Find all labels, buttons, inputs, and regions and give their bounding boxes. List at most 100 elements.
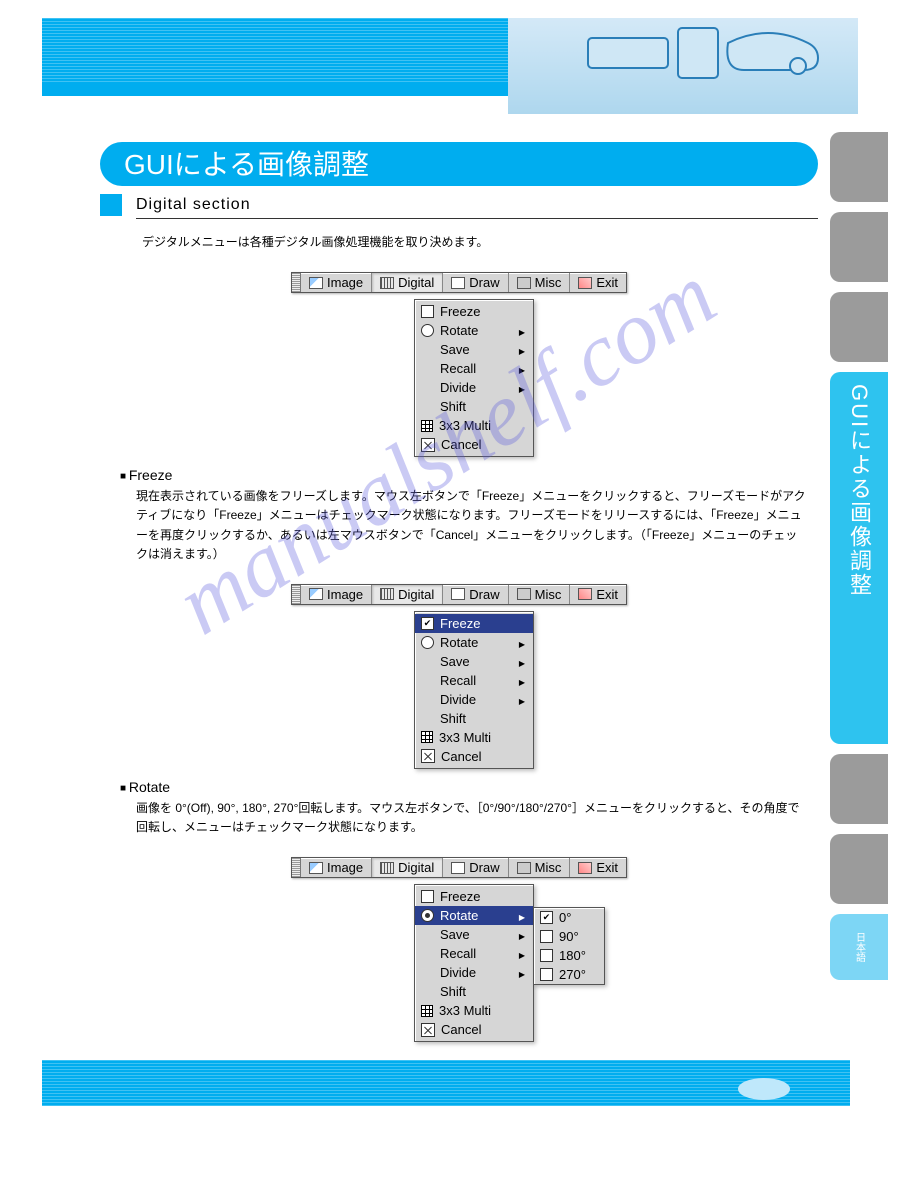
image-icon bbox=[309, 588, 323, 600]
menu-3x3multi[interactable]: 3x3 Multi bbox=[415, 416, 533, 435]
menu-misc[interactable]: Misc bbox=[509, 273, 571, 292]
rotate-180[interactable]: 180° bbox=[534, 946, 604, 965]
rotate-0[interactable]: 0° bbox=[534, 908, 604, 927]
menu-cancel[interactable]: Cancel bbox=[415, 747, 533, 766]
digital-dropdown: Freeze Rotate Save Recall Divide Shift 3… bbox=[414, 611, 534, 769]
menu-recall[interactable]: Recall bbox=[415, 359, 533, 378]
menu-exit[interactable]: Exit bbox=[570, 585, 626, 604]
menu-shift[interactable]: Shift bbox=[415, 397, 533, 416]
page-title-banner: GUIによる画像調整 bbox=[100, 142, 818, 186]
menu-draw[interactable]: Draw bbox=[443, 858, 508, 877]
submenu-arrow-icon bbox=[519, 927, 525, 942]
menu-save[interactable]: Save bbox=[415, 652, 533, 671]
menu-exit[interactable]: Exit bbox=[570, 273, 626, 292]
menu-grip[interactable] bbox=[292, 585, 301, 604]
page-title: GUIによる画像調整 bbox=[124, 143, 369, 183]
radio-filled-icon bbox=[421, 909, 434, 922]
submenu-arrow-icon bbox=[519, 361, 525, 376]
cancel-icon bbox=[421, 1023, 435, 1037]
checkbox-icon bbox=[421, 305, 434, 318]
side-tab-gray[interactable] bbox=[830, 834, 888, 904]
menu-rotate[interactable]: Rotate bbox=[415, 321, 533, 340]
grid-icon bbox=[421, 731, 433, 743]
menu-recall[interactable]: Recall bbox=[415, 944, 533, 963]
footer-stripe bbox=[42, 1060, 850, 1106]
menu-image[interactable]: Image bbox=[301, 273, 372, 292]
submenu-arrow-icon bbox=[519, 908, 525, 923]
checkbox-icon bbox=[421, 890, 434, 903]
rotate-text: 画像を 0°(Off), 90°, 180°, 270°回転します。マウス左ボタ… bbox=[136, 799, 808, 837]
menu-grip[interactable] bbox=[292, 858, 301, 877]
menu-misc[interactable]: Misc bbox=[509, 585, 571, 604]
menu-rotate[interactable]: Rotate bbox=[415, 906, 533, 925]
section-marker bbox=[100, 194, 122, 216]
side-tab-gray[interactable] bbox=[830, 292, 888, 362]
image-icon bbox=[309, 862, 323, 874]
menu-bar: Image Digital Draw Misc Exit bbox=[291, 857, 627, 878]
rotate-90[interactable]: 90° bbox=[534, 927, 604, 946]
side-tab-gray[interactable] bbox=[830, 132, 888, 202]
submenu-arrow-icon bbox=[519, 692, 525, 707]
menu-save[interactable]: Save bbox=[415, 340, 533, 359]
image-icon bbox=[309, 277, 323, 289]
menu-save[interactable]: Save bbox=[415, 925, 533, 944]
exit-icon bbox=[578, 862, 592, 874]
digital-icon bbox=[380, 862, 394, 874]
menu-rotate[interactable]: Rotate bbox=[415, 633, 533, 652]
side-tab-language[interactable]: 日本語 bbox=[830, 914, 888, 980]
draw-icon bbox=[451, 588, 465, 600]
menu-draw[interactable]: Draw bbox=[443, 273, 508, 292]
menu-3x3multi[interactable]: 3x3 Multi bbox=[415, 728, 533, 747]
menu-3x3multi[interactable]: 3x3 Multi bbox=[415, 1001, 533, 1020]
rotate-submenu: 0° 90° 180° 270° bbox=[533, 907, 605, 985]
rotate-heading: Rotate bbox=[120, 779, 918, 795]
section-heading: Digital section bbox=[136, 196, 251, 214]
radio-icon bbox=[421, 636, 434, 649]
intro-paragraph: デジタルメニューは各種デジタル画像処理機能を取り決めます。 bbox=[142, 233, 808, 252]
menu-cancel[interactable]: Cancel bbox=[415, 435, 533, 454]
checkbox-icon bbox=[540, 930, 553, 943]
submenu-arrow-icon bbox=[519, 673, 525, 688]
side-tab-current[interactable]: GUIによる画像調整 bbox=[830, 372, 888, 744]
menu-recall[interactable]: Recall bbox=[415, 671, 533, 690]
submenu-arrow-icon bbox=[519, 635, 525, 650]
menu-shift[interactable]: Shift bbox=[415, 709, 533, 728]
menu-draw[interactable]: Draw bbox=[443, 585, 508, 604]
side-tab-gray[interactable] bbox=[830, 754, 888, 824]
menu-digital[interactable]: Digital bbox=[372, 585, 443, 604]
menu-digital[interactable]: Digital bbox=[372, 858, 443, 877]
exit-icon bbox=[578, 277, 592, 289]
footer-oval bbox=[738, 1078, 790, 1100]
freeze-text: 現在表示されている画像をフリーズします。マウス左ボタンで「Freeze」メニュー… bbox=[136, 487, 808, 564]
menu-misc[interactable]: Misc bbox=[509, 858, 571, 877]
checkbox-checked-icon bbox=[421, 617, 434, 630]
menu-bar: Image Digital Draw Misc Exit bbox=[291, 584, 627, 605]
digital-icon bbox=[380, 588, 394, 600]
menu-shift[interactable]: Shift bbox=[415, 982, 533, 1001]
digital-icon bbox=[380, 277, 394, 289]
menu-digital[interactable]: Digital bbox=[372, 273, 443, 292]
menu-cancel[interactable]: Cancel bbox=[415, 1020, 533, 1039]
rotate-270[interactable]: 270° bbox=[534, 965, 604, 984]
menu-freeze[interactable]: Freeze bbox=[415, 614, 533, 633]
menu-divide[interactable]: Divide bbox=[415, 690, 533, 709]
misc-icon bbox=[517, 862, 531, 874]
menu-freeze[interactable]: Freeze bbox=[415, 302, 533, 321]
menu-image[interactable]: Image bbox=[301, 585, 372, 604]
radio-icon bbox=[421, 324, 434, 337]
misc-icon bbox=[517, 277, 531, 289]
cancel-icon bbox=[421, 749, 435, 763]
grid-icon bbox=[421, 1005, 433, 1017]
section-rule bbox=[136, 218, 818, 219]
menu-freeze[interactable]: Freeze bbox=[415, 887, 533, 906]
menu-exit[interactable]: Exit bbox=[570, 858, 626, 877]
menu-divide[interactable]: Divide bbox=[415, 378, 533, 397]
exit-icon bbox=[578, 588, 592, 600]
side-tab-gray[interactable] bbox=[830, 212, 888, 282]
cancel-icon bbox=[421, 438, 435, 452]
menu-image[interactable]: Image bbox=[301, 858, 372, 877]
menu-grip[interactable] bbox=[292, 273, 301, 292]
digital-dropdown: Freeze Rotate Save Recall Divide Shift 3… bbox=[414, 884, 534, 1042]
submenu-arrow-icon bbox=[519, 946, 525, 961]
menu-divide[interactable]: Divide bbox=[415, 963, 533, 982]
